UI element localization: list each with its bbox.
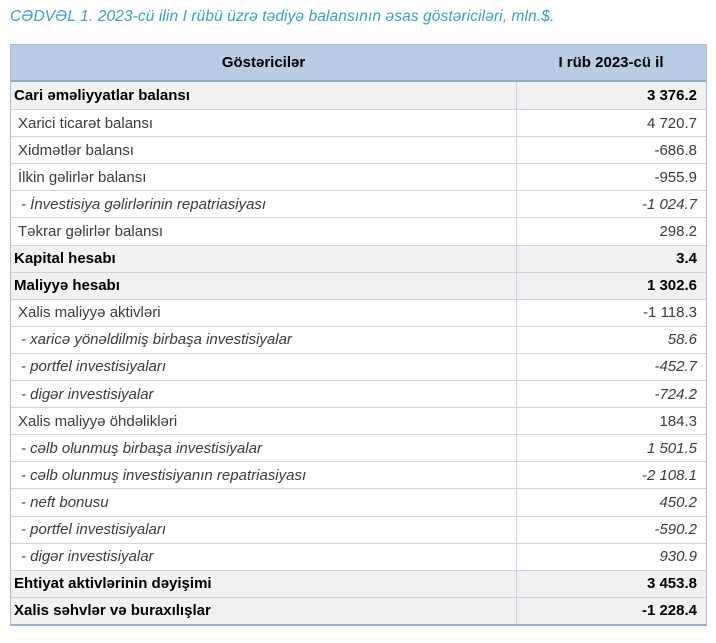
table-row: Xalis maliyyə aktivləri -1 118.3: [11, 298, 706, 326]
table-row: - digər investisiyalar -724.2: [11, 380, 706, 408]
table-row: Ehtiyat aktivlərinin dəyişimi 3 453.8: [11, 569, 706, 597]
table-row: - portfel investisiyaları -452.7: [11, 352, 706, 381]
table-row: - İnvestisiya gəlirlərinin repatriasiyas…: [11, 190, 706, 218]
column-header-period: I rüb 2023-cü il: [558, 54, 664, 71]
row-value: 1 302.6: [516, 272, 706, 299]
row-label: - digər investisiyalar: [21, 385, 154, 403]
row-label: Xalis maliyyə aktivləri: [18, 304, 161, 322]
row-value: -1 118.3: [516, 299, 706, 326]
row-value: 450.2: [516, 489, 706, 516]
row-value: -686.8: [516, 137, 706, 164]
row-label: Ehtiyat aktivlərinin dəyişimi: [14, 575, 212, 593]
balance-of-payments-table: Göstəricilər I rüb 2023-cü il Cari əməli…: [10, 44, 707, 626]
row-label: Xalis səhvlər və buraxılışlar: [14, 602, 211, 620]
row-value: 184.3: [516, 408, 706, 435]
table-row: Cari əməliyyatlar balansı 3 376.2: [11, 82, 706, 110]
row-value: 930.9: [516, 543, 706, 570]
table-header-row: Göstəricilər I rüb 2023-cü il: [11, 45, 706, 82]
table-row: - cəlb olunmuş investisiyanın repatriasi…: [11, 461, 706, 489]
row-label: Cari əməliyyatlar balansı: [14, 87, 190, 105]
row-value: -1 228.4: [516, 597, 706, 624]
row-value: 298.2: [516, 218, 706, 245]
table-row: Kapital hesabı 3.4: [11, 244, 706, 272]
table-row: Xalis maliyyə öhdəlikləri 184.3: [11, 407, 706, 435]
row-value: -724.2: [516, 381, 706, 408]
table-row: - digər investisiyalar 930.9: [11, 542, 706, 570]
row-value: -1 024.7: [516, 191, 706, 218]
table-row: - neft bonusu 450.2: [11, 488, 706, 516]
row-value: -955.9: [516, 164, 706, 191]
table-row: - xaricə yönəldilmiş birbaşa investisiya…: [11, 325, 706, 353]
row-label: İlkin gəlirlər balansı: [18, 168, 147, 186]
row-label: Maliyyə hesabı: [14, 277, 120, 295]
table-row: - cəlb olunmuş birbaşa investisiyalar 1 5…: [11, 434, 706, 462]
table-row: Xalis səhvlər və buraxılışlar -1 228.4: [11, 596, 706, 624]
row-label: - İnvestisiya gəlirlərinin repatriasiyas…: [21, 195, 267, 213]
page-title: CƏDVƏL 1. 2023-cü ilin I rübü üzrə tədiy…: [10, 8, 555, 25]
row-label: - portfel investisiyaları: [21, 521, 167, 539]
row-label: Xalis maliyyə öhdəlikləri: [18, 412, 178, 430]
table-body: Cari əməliyyatlar balansı 3 376.2 Xarici t…: [11, 82, 706, 624]
row-label: - neft bonusu: [21, 493, 109, 511]
row-label: Təkrar gəlirlər balansı: [18, 223, 164, 241]
row-value: 4 720.7: [516, 110, 706, 137]
row-label: - portfel investisiyaları: [21, 358, 167, 376]
row-value: 3 453.8: [516, 570, 706, 597]
row-value: 3 376.2: [516, 82, 706, 110]
row-label: - digər investisiyalar: [21, 548, 154, 566]
row-value: -2 108.1: [516, 462, 706, 489]
column-header-indicators: Göstəricilər: [221, 54, 306, 71]
row-value: -452.7: [516, 353, 706, 381]
row-value: 1 501.5: [516, 435, 706, 462]
row-label: - cəlb olunmuş investisiyanın repatriasi…: [21, 466, 307, 484]
table-row: Xidmətlər balansı -686.8: [11, 136, 706, 164]
table-row: Maliyyə hesabı 1 302.6: [11, 271, 706, 299]
row-label: Kapital hesabı: [14, 250, 116, 268]
row-value: 3.4: [516, 245, 706, 272]
table-row: - portfel investisiyaları -590.2: [11, 515, 706, 543]
row-label: Xarici ticarət balansı: [18, 114, 154, 132]
row-value: -590.2: [516, 516, 706, 543]
table-row: Təkrar gəlirlər balansı 298.2: [11, 217, 706, 245]
row-value: 58.6: [516, 326, 706, 353]
row-label: - xaricə yönəldilmiş birbaşa investisiya…: [21, 331, 292, 349]
row-label: Xidmətlər balansı: [18, 141, 134, 159]
table-row: Xarici ticarət balansı 4 720.7: [11, 109, 706, 137]
table-row: İlkin gəlirlər balansı -955.9: [11, 163, 706, 191]
row-label: - cəlb olunmuş birbaşa investisiyalar: [21, 439, 262, 457]
